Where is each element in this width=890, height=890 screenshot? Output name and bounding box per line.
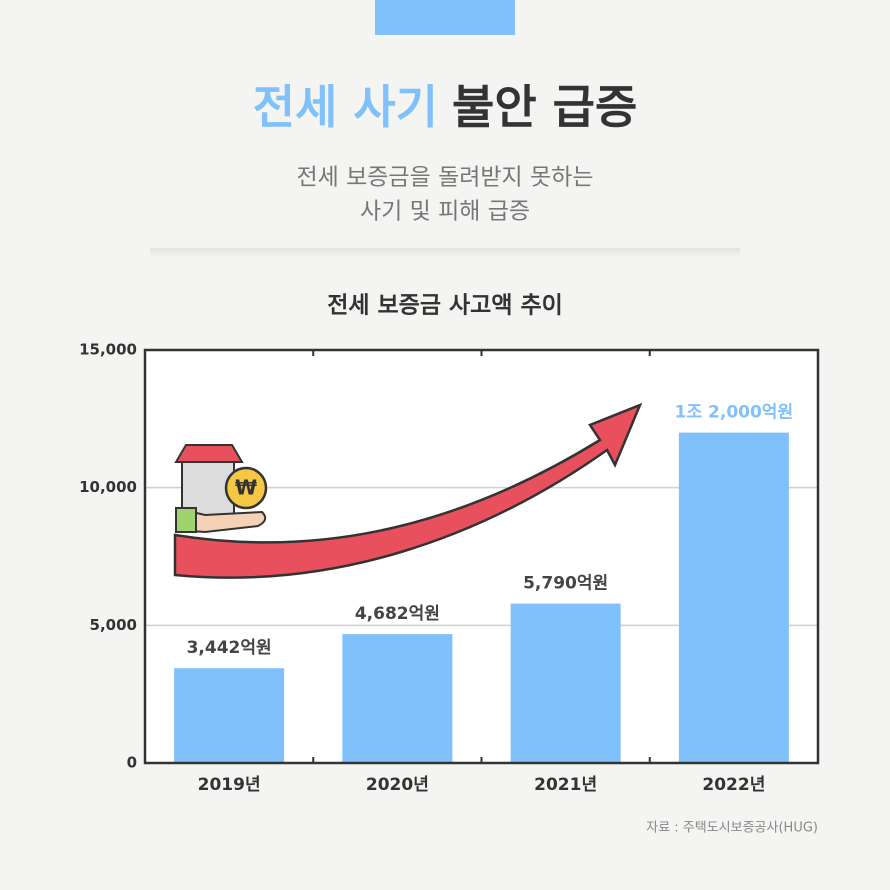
y-tick-label: 5,000 — [90, 616, 137, 634]
chart-title: 전세 보증금 사고액 추이 — [327, 293, 563, 319]
y-tick-label: 0 — [127, 754, 137, 772]
decoration: ₩ — [173, 402, 643, 579]
x-tick-label: 2022년 — [702, 775, 765, 795]
x-tick-label: 2020년 — [366, 775, 429, 795]
subtitle-line: 전세 보증금을 돌려받지 못하는 — [296, 165, 593, 191]
value-label: 3,442억원 — [187, 638, 272, 658]
plot: 0 5,000 10,000 15,000 2019년 3,442억원 2020년 4,682… — [79, 341, 820, 795]
sleeve — [175, 507, 197, 533]
axis-frame — [143, 348, 820, 765]
title-rest: 불안 급증 — [452, 80, 637, 134]
bar — [342, 634, 453, 763]
source-note: 자료 : 주택도시보증공사(HUG) — [646, 821, 818, 836]
y-tick-label: 10,000 — [79, 478, 137, 496]
x-tick-label: 2021년 — [534, 775, 597, 795]
header-tag — [375, 0, 515, 35]
bar — [510, 603, 621, 763]
bar — [174, 668, 285, 763]
page-title: 전세 사기 불안 급증 — [253, 80, 638, 134]
value-label: 5,790억원 — [523, 574, 608, 594]
hand — [175, 506, 267, 534]
value-label: 1조 2,000억원 — [675, 403, 793, 423]
title-highlight: 전세 사기 — [253, 80, 438, 134]
bar — [678, 432, 789, 763]
coin — [224, 466, 268, 510]
trend-arrow — [173, 402, 643, 579]
divider — [150, 248, 740, 258]
coin-symbol: ₩ — [235, 476, 257, 500]
y-tick-label: 15,000 — [79, 341, 137, 359]
awning — [174, 444, 244, 463]
value-label: 4,682억원 — [355, 604, 440, 624]
x-tick-label: 2019년 — [198, 775, 261, 795]
subtitle-line: 사기 및 피해 급증 — [360, 199, 530, 225]
